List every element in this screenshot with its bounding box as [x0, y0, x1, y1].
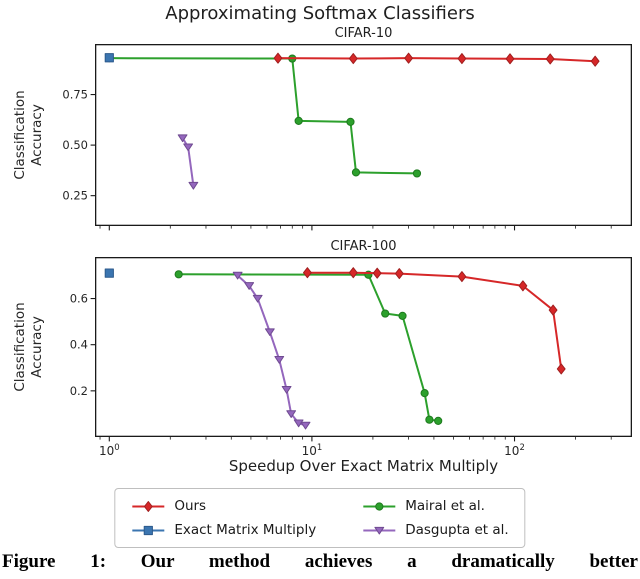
- legend-item-exact-matrix-multiply: Exact Matrix Multiply: [131, 522, 316, 538]
- figure-caption: Figure 1: Our method achieves a dramatic…: [2, 551, 638, 572]
- legend-label-mairal: Mairal et al.: [405, 498, 485, 514]
- figure-title: Approximating Softmax Classifiers: [165, 3, 475, 24]
- legend-item-ours: Ours: [131, 498, 316, 514]
- svg-text:101: 101: [302, 443, 323, 458]
- svg-text:0.2: 0.2: [70, 384, 88, 398]
- legend-item-mairal: Mairal et al.: [362, 498, 508, 514]
- x-axis-label: Speedup Over Exact Matrix Multiply: [228, 457, 499, 475]
- y-axis-label-bottom: Classification Accuracy: [12, 302, 45, 392]
- legend: Ours Exact Matrix Multiply Mairal et al.…: [114, 488, 526, 548]
- svg-text:0.50: 0.50: [62, 138, 88, 152]
- legend-label-ours: Ours: [174, 498, 207, 514]
- y-axis-label-top: Classification Accuracy: [12, 90, 45, 180]
- cifar100-subplot-title: CIFAR-100: [330, 239, 397, 254]
- cifar100-plot: 100 101 102 0.2 0.4 0.6: [70, 256, 633, 458]
- cifar10-subplot-title: CIFAR-10: [334, 26, 393, 41]
- legend-item-dasgupta: Dasgupta et al.: [362, 522, 509, 538]
- svg-text:100: 100: [99, 443, 120, 458]
- svg-text:0.6: 0.6: [70, 292, 88, 306]
- legend-label-dasgupta: Dasgupta et al.: [405, 522, 509, 538]
- legend-label-exact: Exact Matrix Multiply: [174, 522, 317, 538]
- svg-text:102: 102: [504, 443, 525, 458]
- green-circle-line-icon: [363, 501, 396, 511]
- svg-text:0.4: 0.4: [70, 338, 88, 352]
- svg-text:0.75: 0.75: [62, 88, 88, 102]
- svg-text:0.25: 0.25: [62, 189, 88, 203]
- red-diamond-line-icon: [132, 500, 165, 512]
- blue-square-line-icon: [132, 525, 165, 535]
- cifar10-plot: 0.25 0.50 0.75: [62, 43, 633, 231]
- purple-triangle-line-icon: [363, 526, 396, 535]
